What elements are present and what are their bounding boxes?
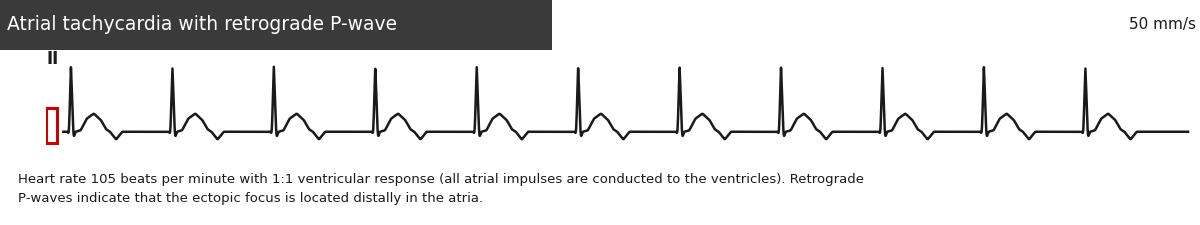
Text: 50 mm/s: 50 mm/s [1129,17,1196,32]
Text: Heart rate 105 beats per minute with 1:1 ventricular response (all atrial impuls: Heart rate 105 beats per minute with 1:1… [18,173,864,205]
Text: II: II [47,50,59,68]
Bar [47,108,56,144]
Text: Atrial tachycardia with retrograde P-wave: Atrial tachycardia with retrograde P-wav… [7,15,397,34]
